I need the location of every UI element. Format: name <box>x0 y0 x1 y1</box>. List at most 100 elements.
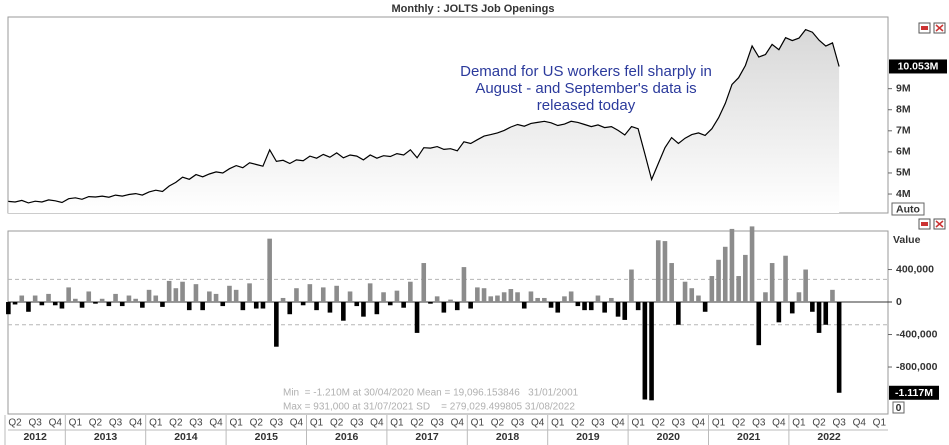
bar <box>481 288 487 303</box>
bar <box>247 283 252 303</box>
x-tick-label: Q4 <box>611 418 625 429</box>
bar <box>743 254 748 303</box>
bar <box>387 302 393 306</box>
bar <box>836 302 842 393</box>
bar <box>448 299 453 303</box>
bar <box>769 263 775 303</box>
scale-button[interactable] <box>891 202 925 216</box>
x-tick-label: Q3 <box>832 418 846 429</box>
bar <box>508 289 514 303</box>
annotation: August - and September's data is <box>475 80 696 97</box>
year-label: 2014 <box>174 431 198 443</box>
bar <box>354 302 360 307</box>
bar <box>200 302 205 311</box>
x-tick-label: Q1 <box>631 418 645 429</box>
bar <box>227 285 232 303</box>
y-tick-label: -400,000 <box>896 328 938 340</box>
stats-text: Max = 931,000 at 31/07/2021 SD = 279,029… <box>283 402 575 413</box>
bar <box>401 302 406 308</box>
bar <box>830 289 835 303</box>
x-tick-label: Q2 <box>410 418 424 429</box>
bar <box>93 302 98 304</box>
y-tick-label: 4M <box>896 188 911 200</box>
bar <box>602 302 607 313</box>
bar <box>86 291 92 303</box>
bar <box>816 302 822 333</box>
x-tick-label: Q4 <box>451 418 465 429</box>
bar <box>140 302 145 308</box>
y-tick-label: 5M <box>896 167 911 179</box>
bar <box>729 228 735 303</box>
x-tick-label: Q2 <box>652 418 666 429</box>
bar <box>649 302 654 401</box>
bar <box>260 302 266 309</box>
bar <box>314 302 319 311</box>
bar <box>702 302 708 312</box>
y-tick-label: 0 <box>896 296 902 308</box>
bar <box>588 302 594 311</box>
bar <box>374 302 380 315</box>
x-tick-label: Q3 <box>430 418 444 429</box>
bar <box>521 302 527 309</box>
bar <box>696 295 701 303</box>
close-icon-mark <box>935 24 944 32</box>
year-label: 2012 <box>23 431 47 443</box>
panel-icons[interactable] <box>918 22 946 230</box>
x-tick-label: Q1 <box>390 418 404 429</box>
bar <box>408 281 413 303</box>
year-label: 2018 <box>496 431 520 443</box>
scale-button-label[interactable]: Auto <box>896 203 920 215</box>
bar <box>763 292 768 303</box>
bar <box>347 291 353 303</box>
x-tick-label: Q1 <box>310 418 324 429</box>
x-tick-label: Q3 <box>511 418 525 429</box>
bar <box>421 263 427 303</box>
bar <box>635 302 641 311</box>
bar <box>595 295 601 303</box>
x-tick-label: Q2 <box>250 418 264 429</box>
year-label: 2020 <box>657 431 681 443</box>
x-tick-label: Q1 <box>69 418 83 429</box>
bar <box>528 291 534 303</box>
bar <box>501 292 507 303</box>
x-tick-label: Q3 <box>672 418 686 429</box>
x-tick-label: Q2 <box>8 418 22 429</box>
x-tick-label: Q1 <box>471 418 485 429</box>
bar <box>495 295 500 303</box>
bar <box>26 302 31 312</box>
chart-title: Monthly : JOLTS Job Openings <box>392 3 555 15</box>
bar <box>334 285 339 303</box>
y-tick-label: 9M <box>896 82 911 94</box>
year-label: 2015 <box>255 431 279 443</box>
line <box>8 28 840 204</box>
bar <box>193 284 199 303</box>
last-value-box <box>889 385 939 400</box>
bar <box>66 287 71 303</box>
x-tick-label: Q3 <box>270 418 284 429</box>
x-tick-label: Q1 <box>712 418 726 429</box>
bar <box>59 302 65 309</box>
bar <box>6 302 11 315</box>
x-tick-label: Q2 <box>812 418 826 429</box>
x-tick-label: Q3 <box>591 418 605 429</box>
bar <box>300 302 306 306</box>
bar <box>367 283 373 303</box>
annotation: released today <box>537 97 636 114</box>
bar <box>662 241 668 303</box>
bar <box>253 302 259 309</box>
bar <box>716 259 721 303</box>
bar <box>535 297 540 303</box>
bar <box>19 295 25 303</box>
bar <box>468 302 473 309</box>
bar <box>756 302 762 346</box>
x-tick-label: Q2 <box>89 418 103 429</box>
bar <box>622 302 628 320</box>
minimize-icon-mark <box>921 222 928 226</box>
bar <box>133 298 138 303</box>
bar <box>441 302 447 313</box>
bar <box>327 302 333 313</box>
bar <box>629 269 634 303</box>
x-tick-label: Q3 <box>109 418 123 429</box>
x-tick-label: Q4 <box>129 418 143 429</box>
bar <box>736 276 741 303</box>
